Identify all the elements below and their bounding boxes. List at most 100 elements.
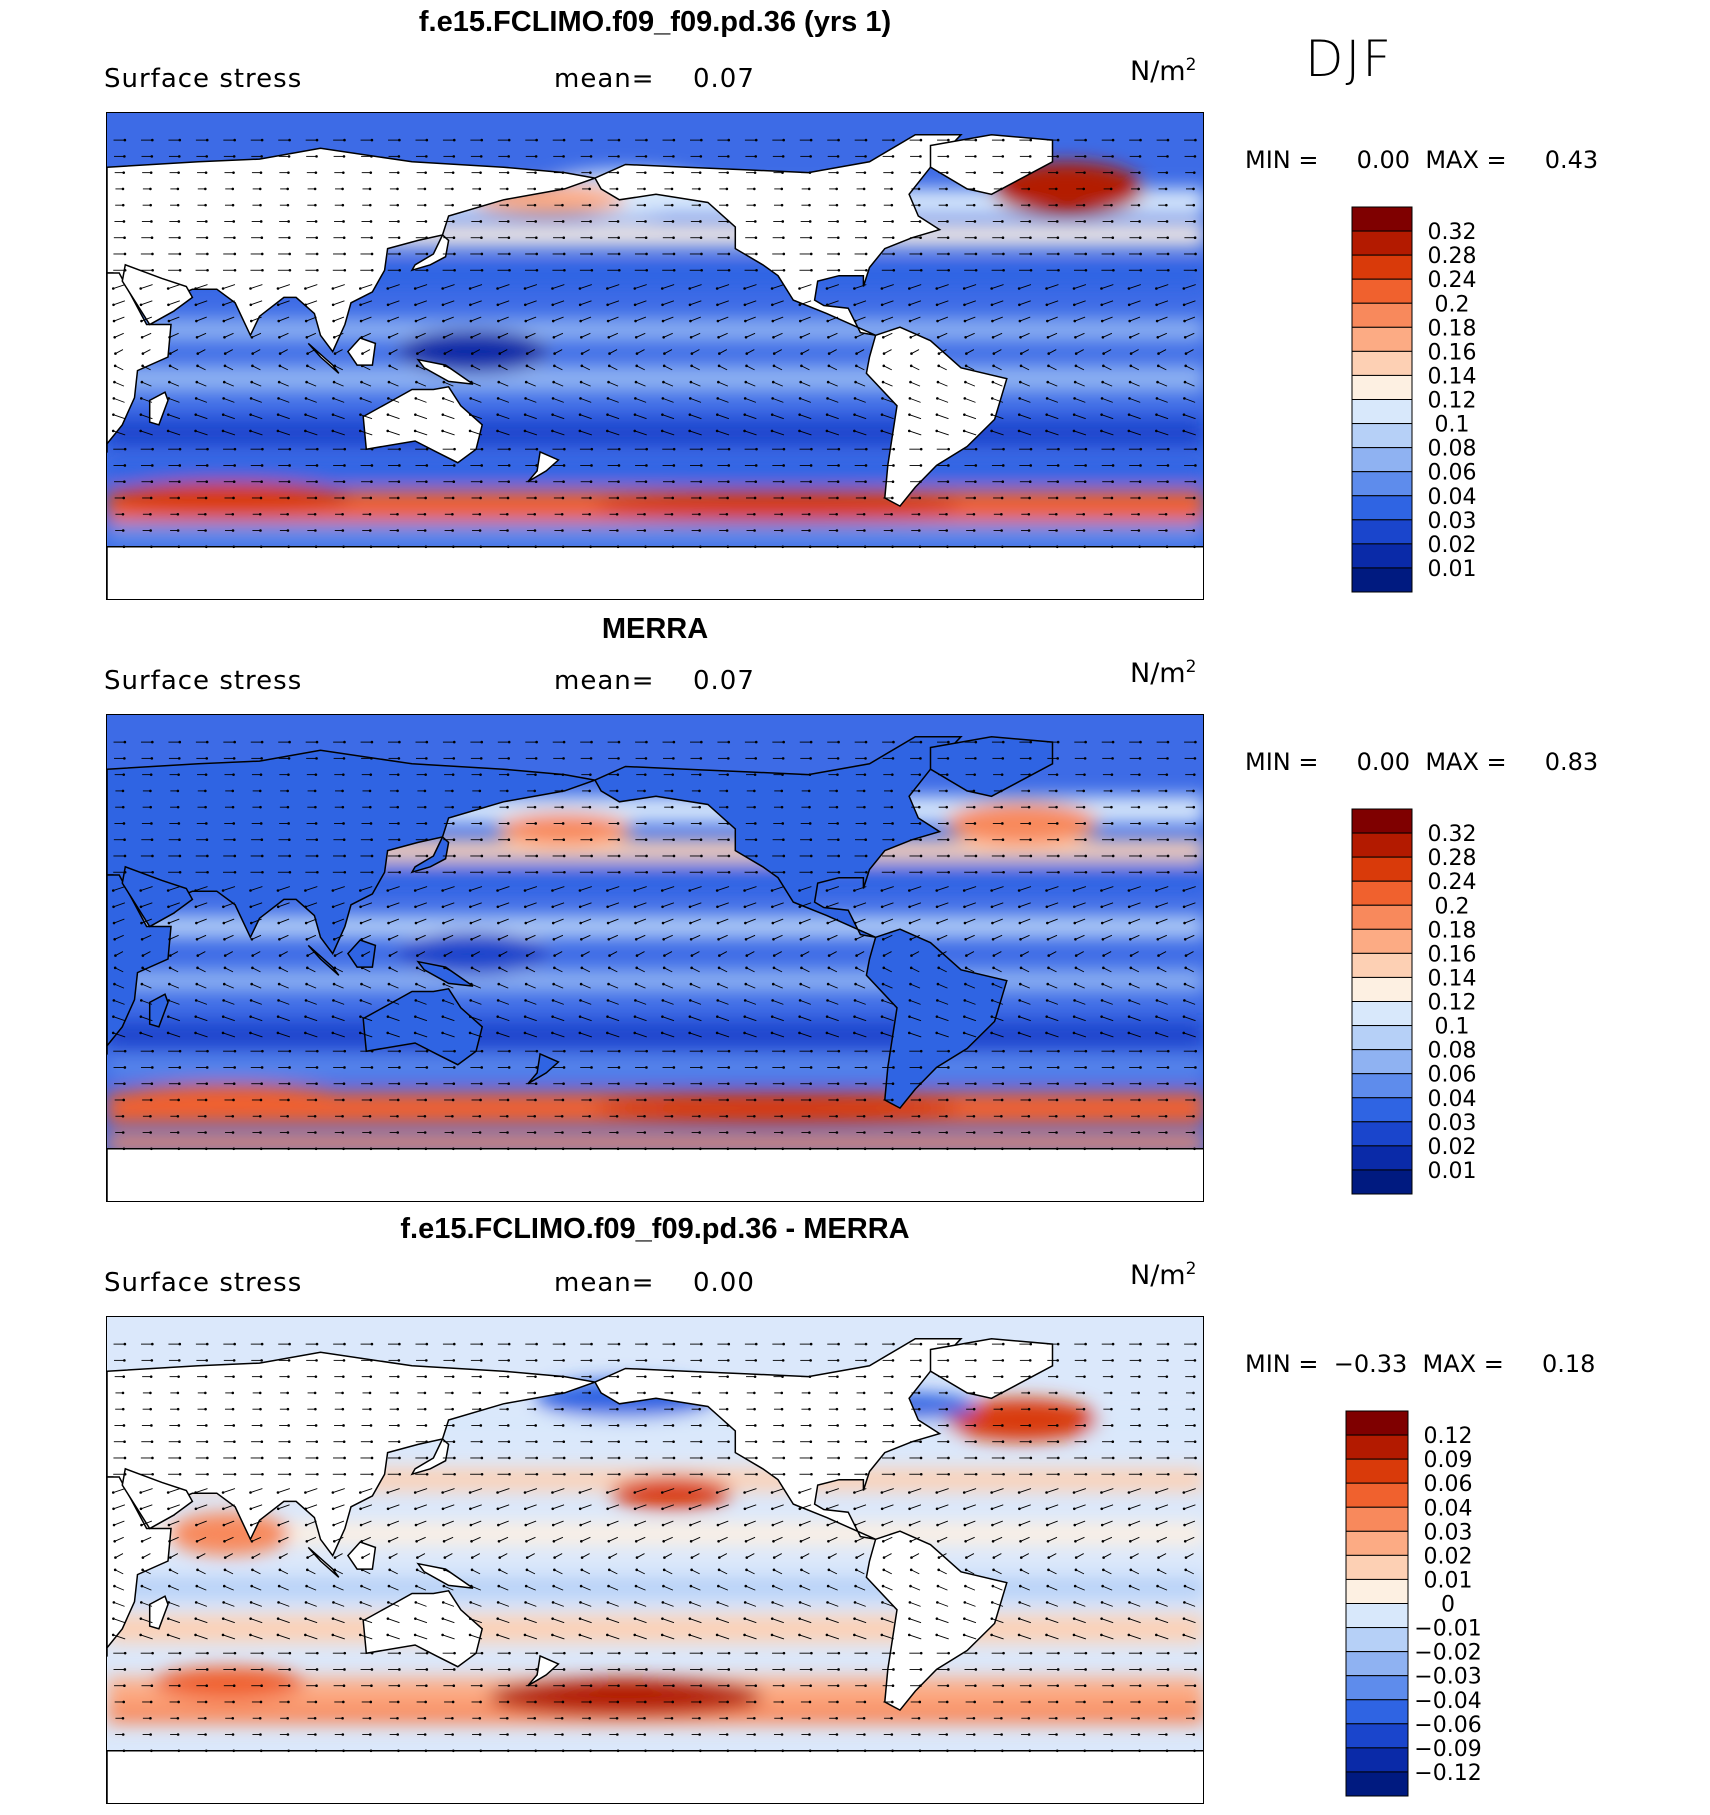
vector-head [672,1082,675,1086]
vector-head [1000,805,1003,809]
vector-head [1054,789,1058,793]
vector-head [908,889,911,892]
vector-head [250,380,253,384]
vector-head [1182,905,1186,909]
vector-head [386,303,390,307]
colorbar-swatch [1351,423,1413,449]
vector-arrow [415,1032,428,1038]
vector-head [1157,352,1160,355]
vector-head [562,155,565,158]
vector-head [1002,252,1005,256]
vector-head [313,512,317,516]
vector-arrow [1129,983,1140,989]
vector-arrow [634,902,647,908]
vector-head [919,1342,923,1346]
vector-head [1055,805,1058,809]
vector-head [1100,319,1104,323]
vector-head [151,268,154,272]
vector-head [1166,464,1170,467]
vector-head [287,1375,290,1378]
vector-arrow [360,300,373,306]
vector-head [699,480,703,484]
vector-head [726,773,729,776]
vector-arrow [799,414,812,420]
vector-head [1165,529,1168,532]
vector-head [535,1440,538,1444]
vector-head [727,854,731,858]
vector-head [1112,447,1115,451]
vector-head [1083,480,1087,484]
vector-head [441,413,445,416]
vector-head [670,1407,674,1411]
vector-arrow [1103,951,1112,956]
vector-head [1193,757,1197,760]
vector-head [451,529,454,532]
vector-head [1055,1375,1059,1378]
vector-head [342,1375,345,1378]
vector-head [644,757,648,760]
vector-arrow [800,316,811,322]
vector-head [1194,464,1197,467]
vector-head [166,889,170,892]
vector-head [1056,1342,1060,1346]
vector-head [469,905,472,909]
vector-head [690,954,694,957]
vector-head [150,1359,154,1362]
vector-head [525,352,529,355]
vector-head [945,789,948,793]
vector-head [123,236,126,240]
vector-arrow [415,999,427,1005]
vector-arrow [389,332,399,338]
vector-head [534,171,537,174]
vector-arrow [251,316,262,322]
vector-head [425,252,429,256]
vector-head [177,1424,181,1427]
vector-head [717,982,720,986]
vector-head [699,822,702,825]
vector-head [892,870,896,874]
vector-head [1027,1407,1031,1411]
vector-head [194,1031,197,1035]
vector-head [917,1131,921,1134]
vector-head [278,364,282,368]
vector-head [287,1440,291,1444]
vector-arrow [553,918,564,924]
vector-head [535,854,539,858]
vector-arrow [250,430,263,436]
vector-head [698,773,702,776]
vector-head [1000,171,1004,174]
vector-head [863,220,867,223]
vector-head [1017,1015,1021,1018]
vector-head [478,529,482,532]
vector-arrow [387,1016,400,1022]
vector-head [122,1424,126,1427]
vector-head [972,529,976,532]
vector-head [780,529,784,532]
vector-head [800,954,803,957]
vector-head [809,740,813,744]
vector-head [480,138,484,142]
vector-head [479,545,483,549]
vector-head [123,480,126,484]
vector-head [634,982,638,986]
vector-head [443,966,446,970]
vector-head [698,1098,702,1102]
vector-head [617,252,621,256]
vector-head [1028,545,1032,549]
vector-head [688,413,692,416]
vector-head [688,1015,692,1018]
vector-head [304,319,308,323]
vector-head [606,1015,609,1018]
vector-head [918,496,922,500]
vector-head [551,905,555,909]
vector-head [699,236,703,240]
vector-head [314,773,318,776]
vector-head [589,822,592,825]
vector-head [946,236,950,240]
vector-head [808,805,811,809]
field-blob [497,812,632,846]
vector-arrow [744,902,757,908]
vector-head [178,252,182,256]
vector-head [205,545,208,549]
vector-head [205,757,209,760]
